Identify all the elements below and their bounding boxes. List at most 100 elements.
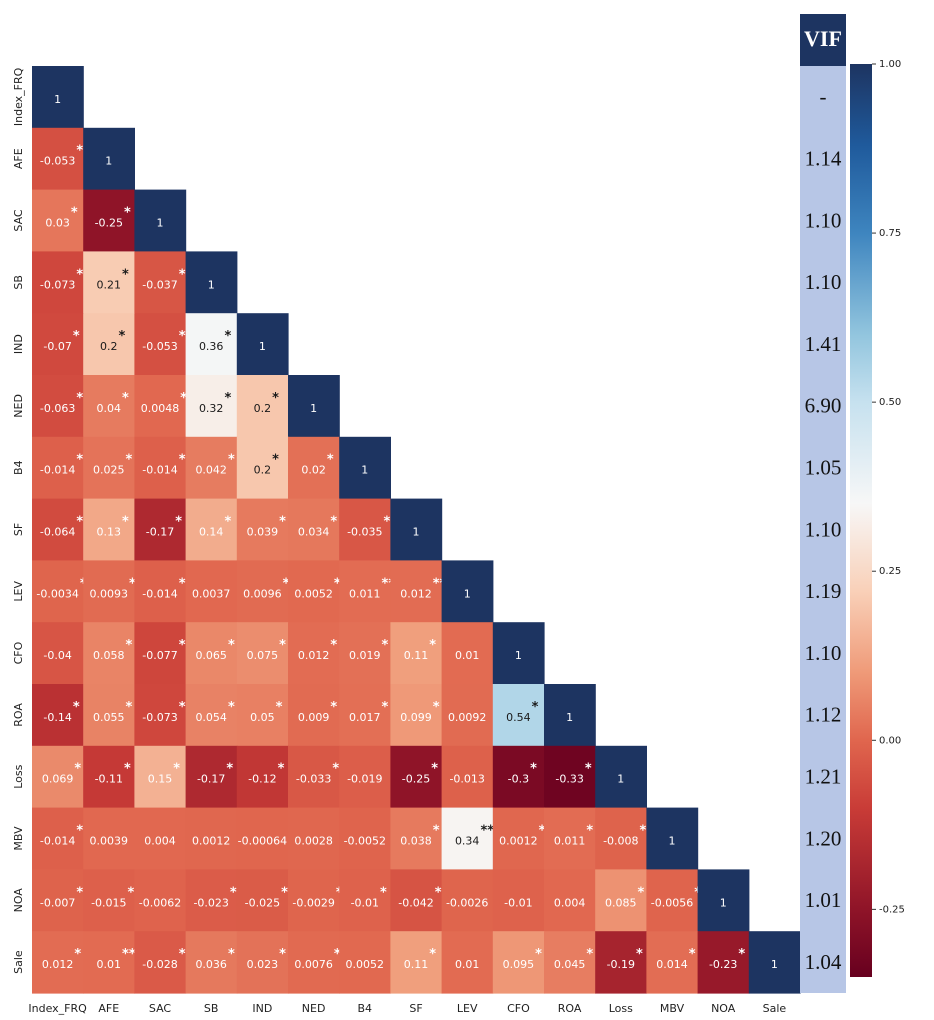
cell-value: -0.17 [197,773,225,786]
cell-value: 0.0052 [294,587,333,600]
significance-stars: * [126,453,133,468]
vif-value: 1.10 [805,641,842,665]
significance-stars: * [71,206,78,221]
cell-value: 0.01 [455,649,480,662]
significance-stars: * [175,515,182,530]
heatmap-cell: 1 [749,931,801,993]
heatmap-cell: 0.05* [237,684,289,746]
heatmap-cell: -0.019 [339,746,391,808]
x-tick-label: MBV [660,1002,685,1015]
x-tick-label: IND [252,1002,272,1015]
cell-value: 0.02 [301,464,326,477]
y-tick-label: LEV [12,581,25,602]
y-tick-label: Index_FRQ [12,67,25,126]
cell-value: 1 [413,526,420,539]
cell-value: 0.2 [100,340,118,353]
heatmap-cell: 0.065* [186,622,238,684]
vif-value: 1.04 [805,950,842,974]
cell-value: 0.011 [349,587,381,600]
cell-value: 0.009 [298,711,330,724]
heatmap-cell: 0.0037 [186,560,238,622]
significance-stars: * [179,638,186,653]
vif-value: 1.12 [805,703,842,727]
cell-value: -0.053 [40,155,75,168]
significance-stars: * [276,700,283,715]
heatmap-cell: 0.0096** [237,560,297,622]
significance-stars: * [431,762,438,777]
heatmap-cell: 0.012* [288,622,340,684]
significance-stars: * [74,762,81,777]
heatmap-cell: 0.0052 [339,931,391,993]
cell-value: -0.19 [607,958,635,971]
heatmap-cell: -0.053* [134,313,186,375]
heatmap-cell: 0.011* [544,808,596,870]
cell-value: -0.019 [347,773,382,786]
cell-value: -0.14 [43,711,71,724]
cell-value: 0.017 [349,711,381,724]
vif-value: 1.14 [805,147,842,171]
x-tick-label: NOA [711,1002,736,1015]
significance-stars: * [74,947,81,962]
heatmap-cell: -0.033* [288,746,340,808]
cell-value: -0.007 [40,896,75,909]
heatmap-cell: 0.14* [186,499,238,561]
heatmap-cell: 1 [493,622,545,684]
heatmap-cell: -0.053* [32,128,84,190]
significance-stars: * [435,885,442,900]
significance-stars: * [532,700,539,715]
heatmap-cell: -0.073* [134,684,186,746]
cell-value: 0.025 [93,464,125,477]
cell-value: 0.069 [42,773,74,786]
cell-value: 1 [54,93,61,106]
y-tick-label: SB [12,275,25,290]
heatmap-cell: 0.2* [83,313,135,375]
cell-value: 0.0093 [90,587,129,600]
significance-stars: * [73,329,80,344]
colorbar-tick-label: -0.25 [879,904,905,915]
significance-stars: * [73,700,80,715]
significance-stars: * [640,824,647,839]
heatmap-cell: 0.2* [237,375,289,437]
x-tick-label: SAC [149,1002,172,1015]
cell-value: -0.11 [95,773,123,786]
cell-value: 0.034 [298,526,330,539]
cell-value: 0.13 [97,526,122,539]
cell-value: -0.014 [142,587,177,600]
cell-value: 0.0096 [243,587,282,600]
heatmap-cell: 0.2* [237,437,289,499]
cell-value: 0.0052 [346,958,385,971]
heatmap-cell: -0.00064 [237,808,289,870]
heatmap-cell: 0.11* [390,931,442,993]
cell-value: -0.01 [504,896,532,909]
heatmap-cell: -0.0026 [442,869,494,931]
colorbar-tick-label: 0.25 [879,566,901,577]
heatmap-cell: -0.25* [390,746,442,808]
heatmap-cell: -0.14* [32,684,84,746]
heatmap-cell: -0.063* [32,375,84,437]
y-tick-label: AFE [12,148,25,169]
significance-stars: * [281,885,288,900]
significance-stars: * [179,947,186,962]
heatmap-cell: 0.039* [237,499,289,561]
heatmap-cell: 0.0076* [288,931,341,993]
significance-stars: * [279,638,286,653]
cell-value: 1 [617,773,624,786]
significance-stars: * [636,947,643,962]
cell-value: 0.14 [199,526,224,539]
heatmap-cell: 0.012* [32,931,84,993]
x-tick-label: SF [409,1002,422,1015]
significance-stars: * [429,638,436,653]
vif-value: 1.20 [805,826,842,850]
heatmap-cell: -0.17* [186,746,238,808]
significance-stars: * [279,515,286,530]
cell-value: 0.03 [45,217,70,230]
cell-value: -0.33 [555,773,583,786]
heatmap-cell: -0.064* [32,499,84,561]
significance-stars: * [76,267,83,282]
cell-value: 0.04 [97,402,122,415]
heatmap-cell: 0.085* [595,869,647,931]
cell-value: -0.014 [40,835,75,848]
significance-stars: * [228,453,235,468]
heatmap-cell: 0.034* [288,499,340,561]
significance-stars: * [586,947,593,962]
